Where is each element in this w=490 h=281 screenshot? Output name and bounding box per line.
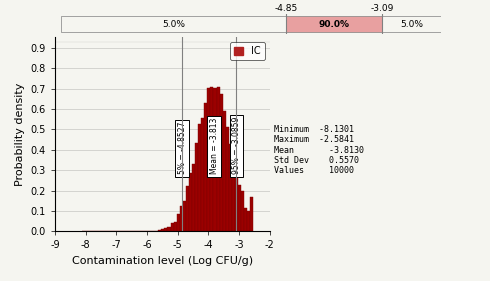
Bar: [168, 227, 171, 232]
Bar: [183, 201, 186, 232]
X-axis label: Contamination level (Log CFU/g): Contamination level (Log CFU/g): [72, 256, 253, 266]
Bar: [189, 173, 192, 232]
Text: 5.0%: 5.0%: [162, 20, 185, 29]
Bar: [241, 191, 244, 232]
Bar: [217, 87, 220, 232]
Bar: [235, 171, 238, 232]
Bar: [195, 143, 198, 232]
Legend: IC: IC: [230, 42, 265, 60]
Bar: [161, 229, 165, 232]
Bar: [250, 197, 253, 232]
Bar: [177, 214, 180, 232]
Bar: [226, 127, 229, 232]
Bar: [158, 230, 161, 232]
Text: -4.85: -4.85: [275, 4, 298, 13]
Bar: [244, 208, 247, 232]
Bar: [171, 223, 173, 232]
Bar: [204, 103, 207, 232]
Text: Mean = -3.813: Mean = -3.813: [210, 118, 219, 174]
Bar: [61, 16, 286, 32]
Bar: [146, 231, 149, 232]
Bar: [247, 211, 250, 232]
Bar: [173, 222, 177, 232]
Bar: [192, 164, 195, 232]
Bar: [198, 124, 201, 232]
Bar: [207, 88, 210, 232]
Text: -3.09: -3.09: [370, 4, 393, 13]
Bar: [232, 151, 235, 232]
Bar: [229, 144, 232, 232]
Bar: [286, 16, 382, 32]
Bar: [222, 111, 226, 232]
Bar: [186, 186, 189, 232]
Bar: [214, 88, 217, 232]
Y-axis label: Probability density: Probability density: [15, 83, 25, 186]
Bar: [382, 16, 441, 32]
Text: 5.0%: 5.0%: [400, 20, 423, 29]
Bar: [238, 185, 241, 232]
Bar: [210, 87, 214, 232]
Bar: [180, 206, 183, 232]
Bar: [201, 118, 204, 232]
Text: 95% = -3.0859: 95% = -3.0859: [232, 117, 241, 174]
Bar: [165, 228, 168, 232]
Text: 5% = -4.8527: 5% = -4.8527: [178, 122, 187, 174]
Bar: [220, 94, 222, 232]
Text: 90.0%: 90.0%: [318, 20, 350, 29]
Text: Minimum  -8.1301
Maximum  -2.5841
Mean       -3.8130
Std Dev    0.5570
Values   : Minimum -8.1301 Maximum -2.5841 Mean -3.…: [274, 125, 364, 175]
